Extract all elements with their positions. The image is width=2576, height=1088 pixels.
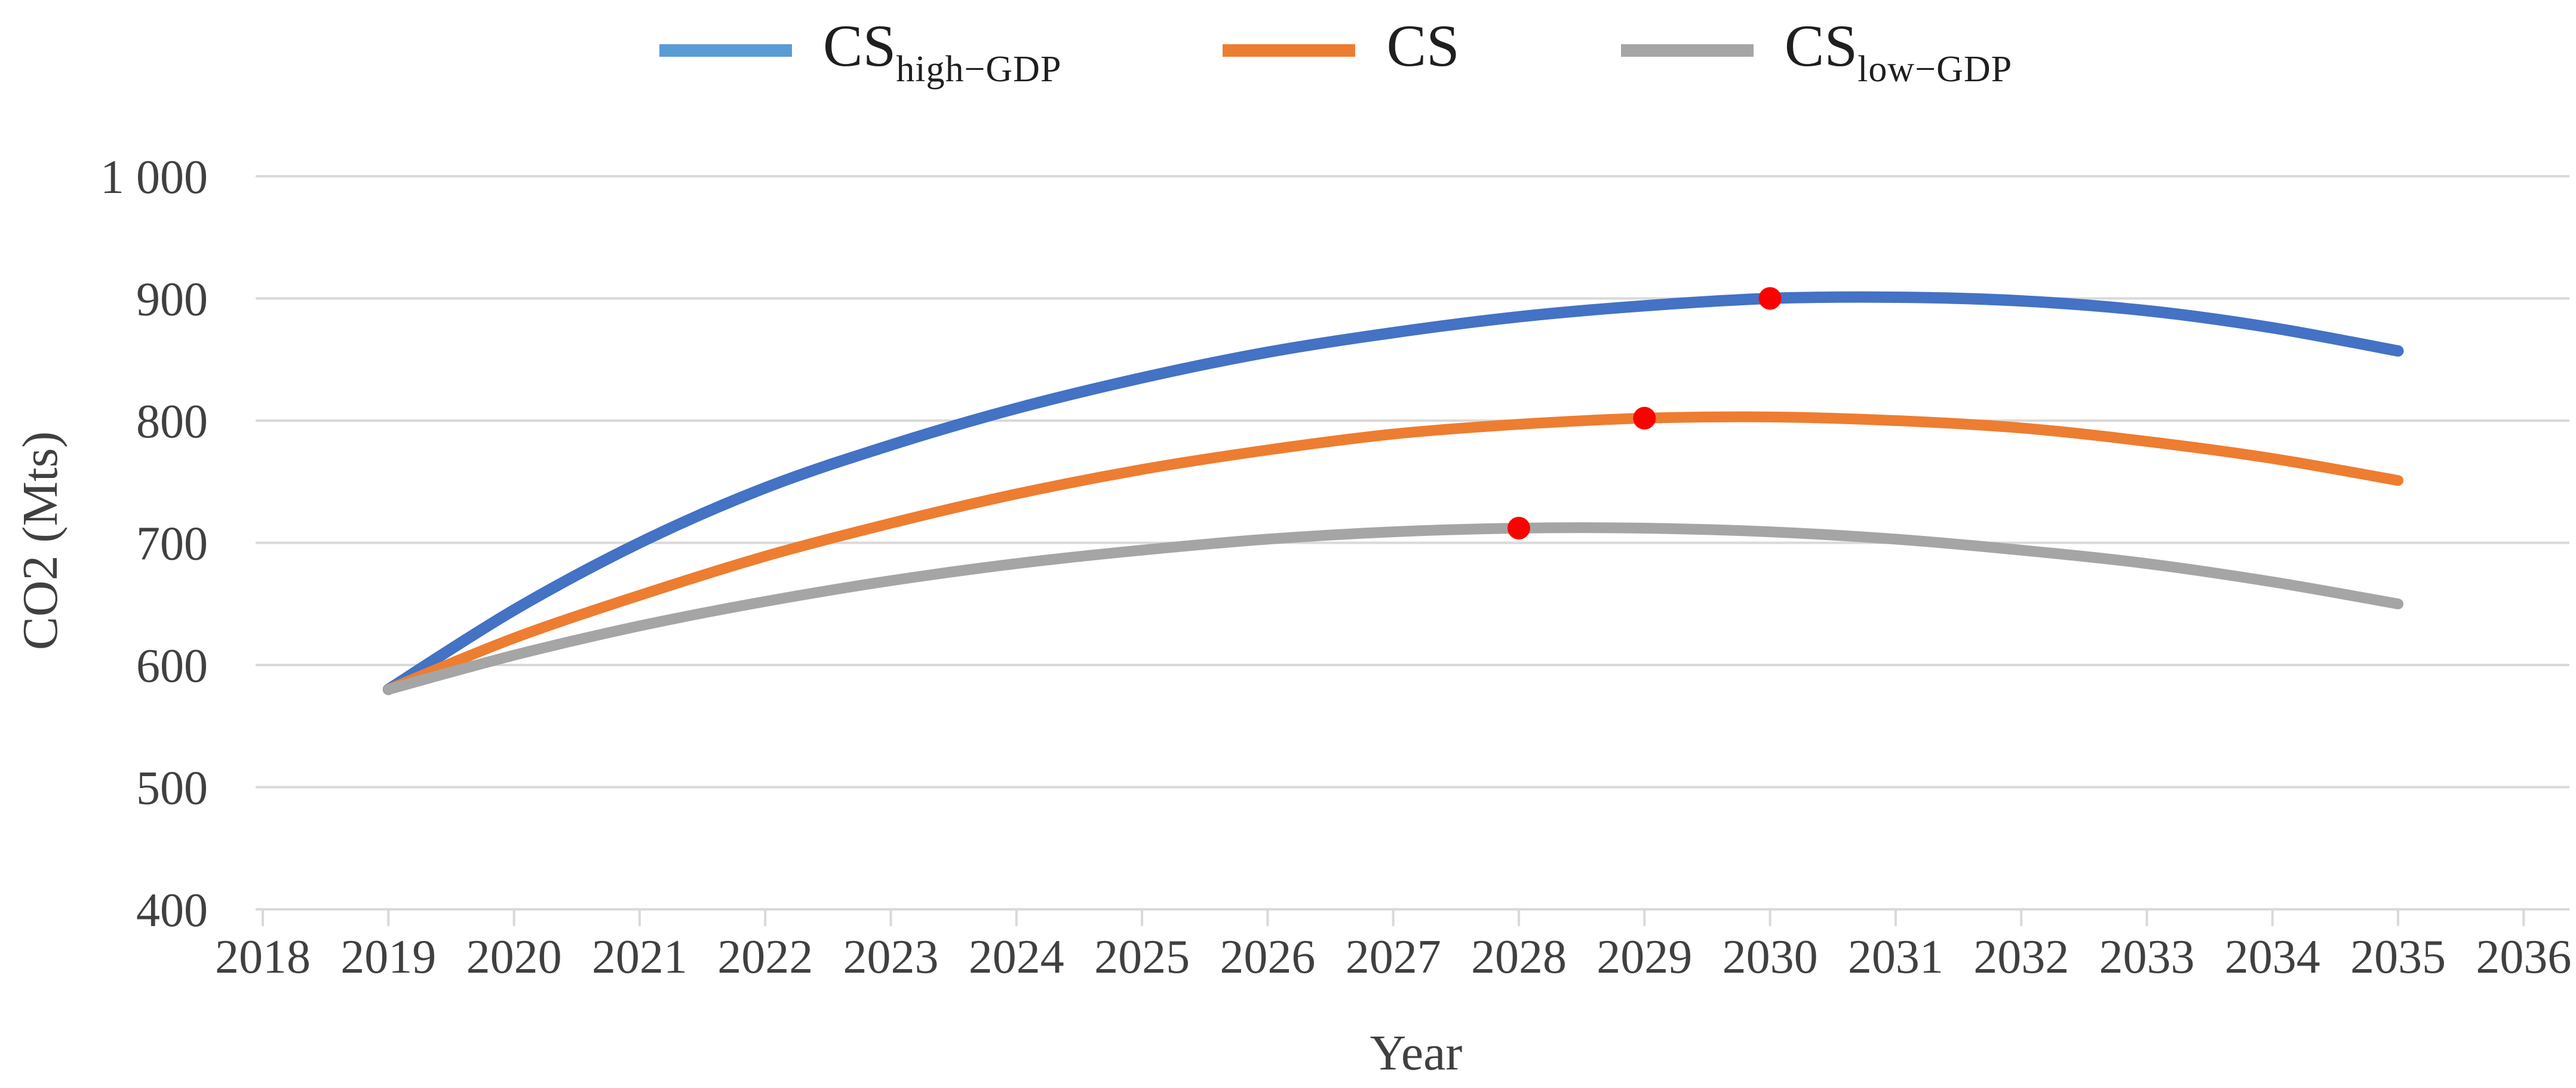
legend-item-cs-high-gdp: CShigh−GDP	[659, 13, 1062, 90]
x-tick-label-2030: 2030	[1723, 931, 1818, 983]
legend-label-cs-high-gdp: CShigh−GDP	[822, 13, 1062, 90]
x-tick-label-2035: 2035	[2350, 931, 2446, 983]
x-tick-label-2028: 2028	[1471, 931, 1567, 983]
y-tick-label-900: 900	[136, 274, 208, 326]
grid-layer	[256, 175, 2569, 926]
x-tick-label-2020: 2020	[466, 931, 562, 983]
x-tick-label-2025: 2025	[1094, 931, 1190, 983]
legend-label-subscript: low−GDP	[1857, 49, 2013, 90]
x-tick-label-2023: 2023	[843, 931, 939, 983]
legend-label-cs-low-gdp: CSlow−GDP	[1784, 13, 2013, 90]
peak-marker-cs	[1633, 406, 1656, 430]
legend-swatch-cs-high-gdp	[659, 44, 792, 57]
x-tick-label-2019: 2019	[340, 931, 436, 983]
y-tick-label-1000: 1 000	[100, 151, 208, 204]
legend-label-subscript: high−GDP	[896, 49, 1062, 90]
legend-label-cs: CS	[1386, 13, 1460, 79]
y-tick-label-800: 800	[136, 396, 208, 448]
y-tick-label-700: 700	[136, 518, 208, 571]
legend-item-cs-low-gdp: CSlow−GDP	[1620, 13, 2013, 90]
marker-layer	[1507, 287, 1782, 540]
x-tick-label-2026: 2026	[1220, 931, 1315, 983]
x-tick-label-2031: 2031	[1848, 931, 1943, 983]
series-line-cs-high-gdp	[382, 291, 2404, 695]
series-line-cs	[383, 411, 2404, 695]
y-axis-title: CO2 (Mts)	[13, 431, 68, 650]
series-line-cs-low-gdp	[383, 522, 2404, 695]
x-tick-label-2027: 2027	[1346, 931, 1441, 983]
x-tick-label-2022: 2022	[717, 931, 813, 983]
legend-item-cs: CS	[1223, 13, 1460, 79]
x-tick-label-2018: 2018	[215, 931, 311, 983]
series-layer	[382, 291, 2404, 695]
x-tick-label-2033: 2033	[2099, 931, 2195, 983]
x-tick-label-2034: 2034	[2225, 931, 2320, 983]
legend-swatch-cs	[1223, 44, 1356, 57]
y-tick-label-600: 600	[136, 640, 208, 692]
x-tick-label-2032: 2032	[1973, 931, 2069, 983]
x-tick-label-2021: 2021	[592, 931, 687, 983]
peak-marker-cs-low-gdp	[1507, 516, 1530, 540]
tick-label-layer: 400 500 600 700 800 900 1 000 2018 2019 2020 2021 2…	[100, 151, 2571, 983]
x-axis-title: Year	[1370, 1025, 1463, 1081]
x-tick-label-2024: 2024	[969, 931, 1064, 983]
peak-marker-cs-high-gdp	[1758, 287, 1782, 310]
x-tick-label-2036: 2036	[2476, 931, 2571, 983]
y-tick-label-400: 400	[136, 884, 208, 937]
x-tick-label-2029: 2029	[1596, 931, 1692, 983]
legend-swatch-cs-low-gdp	[1620, 44, 1754, 57]
legend: CShigh−GDP CS CSlow−GDP	[0, 13, 2576, 90]
y-tick-label-500: 500	[136, 762, 208, 815]
